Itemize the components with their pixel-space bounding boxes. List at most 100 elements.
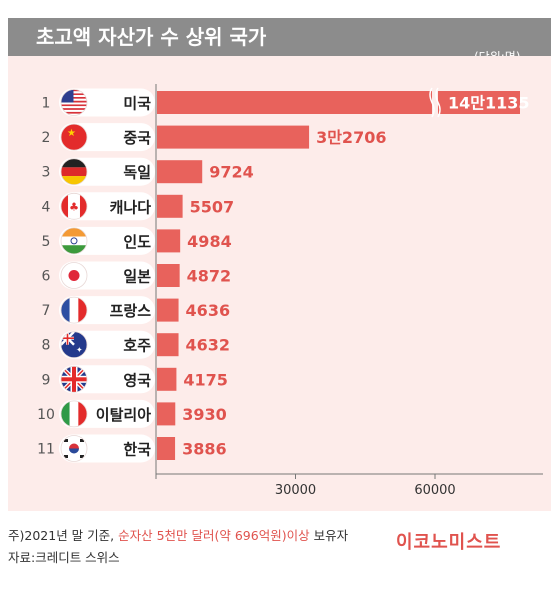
value-label: 5507 <box>190 197 235 216</box>
in-band <box>61 245 87 254</box>
flag-in-ring <box>60 227 88 255</box>
us-stripe-w <box>61 98 87 101</box>
us-stripe-w <box>61 106 87 109</box>
category-label: 캐나다 <box>110 198 152 216</box>
rank-label: 11 <box>37 442 55 458</box>
value-label: 4872 <box>187 267 232 286</box>
footnote-suffix: 보유자 <box>309 528 349 543</box>
us-stripe-w <box>61 102 87 105</box>
value-label: 3886 <box>182 440 227 459</box>
de-band <box>61 167 87 177</box>
rank-label: 8 <box>42 338 51 354</box>
rank-label: 5 <box>42 234 51 250</box>
flag-jp-ring <box>60 262 88 289</box>
jp-sun <box>68 270 80 281</box>
bar <box>157 229 181 253</box>
bar-row: 7 프랑스 4636 <box>42 296 231 325</box>
axis-break-mark <box>435 87 441 118</box>
value-label: 4636 <box>186 301 231 320</box>
bar-row: 5 인도 4984 <box>42 226 232 255</box>
x-tick-label: 30000 <box>275 483 316 498</box>
fr-band <box>78 297 87 324</box>
flag-fr <box>61 297 87 324</box>
category-label: 호주 <box>123 337 151 355</box>
flag-it <box>61 400 87 427</box>
rank-label: 4 <box>42 199 51 215</box>
us-stripe <box>61 96 87 99</box>
gb-cross-red <box>72 366 76 393</box>
bar <box>157 160 203 184</box>
rank-label: 7 <box>42 303 51 319</box>
category-label: 영국 <box>123 371 151 389</box>
in-band <box>61 227 87 237</box>
fr-band <box>69 297 79 324</box>
us-stripe <box>61 108 87 110</box>
in-band <box>61 236 87 246</box>
bar-row: 2 ★ 중국 3만2706 <box>42 123 386 152</box>
rank-label: 2 <box>42 130 51 146</box>
category-label: 이탈리아 <box>96 406 151 424</box>
footnote: 주)2021년 말 기준, 순자산 5천만 달러(약 696억원)이상 보유자 <box>8 525 348 547</box>
flag-ca: ♣ <box>61 193 87 220</box>
bar <box>157 125 310 149</box>
category-label: 인도 <box>123 233 151 251</box>
flag-in <box>61 227 87 254</box>
flag-us-ring <box>60 89 88 116</box>
flag-cn: ★ <box>61 124 87 151</box>
cn-star: ★ <box>67 128 76 139</box>
rank-label: 6 <box>42 269 51 285</box>
bar <box>157 264 180 287</box>
it-band <box>69 400 79 427</box>
category-label: 한국 <box>123 441 151 459</box>
bar <box>157 437 176 460</box>
kr-taegeuk-top <box>69 443 79 449</box>
axis-break-gap <box>432 88 438 117</box>
value-label: 9724 <box>209 163 254 182</box>
au-cross-red <box>66 331 69 345</box>
bar-row: 10 이탈리아 3930 <box>37 399 227 428</box>
flag-gb-ring <box>60 365 88 393</box>
brand-logo: 이코노미스트 <box>396 532 502 553</box>
flag-de-ring <box>60 158 88 186</box>
de-band <box>61 158 87 168</box>
bar-row: 1 미국 14만1135 <box>42 87 530 118</box>
flag-jp <box>61 262 87 289</box>
bar <box>157 91 520 114</box>
ca-band <box>61 193 69 220</box>
bar <box>157 402 176 426</box>
bar-row: 3 독일 9724 <box>42 157 254 186</box>
us-stripe-w <box>61 95 87 97</box>
value-label: 4984 <box>187 232 232 251</box>
flag-kr-ring <box>60 435 88 462</box>
flag-au: ✦ <box>61 331 87 358</box>
kr-trigram <box>64 439 68 442</box>
bar-row: 9 영국 4175 <box>42 365 228 394</box>
value-label: 4632 <box>186 336 231 355</box>
flag-kr <box>61 435 87 462</box>
kr-trigram <box>80 439 84 442</box>
rank-label: 3 <box>42 165 51 181</box>
flag-cn-ring <box>60 123 88 151</box>
bar <box>157 298 179 322</box>
bar <box>157 194 183 218</box>
chart-title: 초고액 자산가 수 상위 국가 <box>36 25 267 49</box>
fr-band <box>61 297 70 324</box>
category-label: 독일 <box>123 164 151 182</box>
us-stripe <box>61 104 87 107</box>
us-stripe <box>61 111 87 114</box>
flag-it-ring <box>60 400 88 428</box>
us-stripe-w <box>61 109 87 112</box>
axis-break-mark <box>429 87 435 118</box>
category-label: 미국 <box>123 95 151 113</box>
bar <box>157 333 179 357</box>
value-label: 14만1135 <box>448 94 530 113</box>
kr-trigram <box>80 455 84 458</box>
flag-gb <box>61 366 87 393</box>
rank-label: 9 <box>42 372 51 388</box>
footer: 주)2021년 말 기준, 순자산 5천만 달러(약 696억원)이상 보유자 … <box>8 525 348 569</box>
bar-row: 8 ✦ 호주 4632 <box>42 330 231 359</box>
bar-row: 6 일본 4872 <box>42 261 232 290</box>
cn-field <box>61 124 87 151</box>
us-stripe <box>61 93 87 96</box>
us-stripe <box>61 100 87 103</box>
